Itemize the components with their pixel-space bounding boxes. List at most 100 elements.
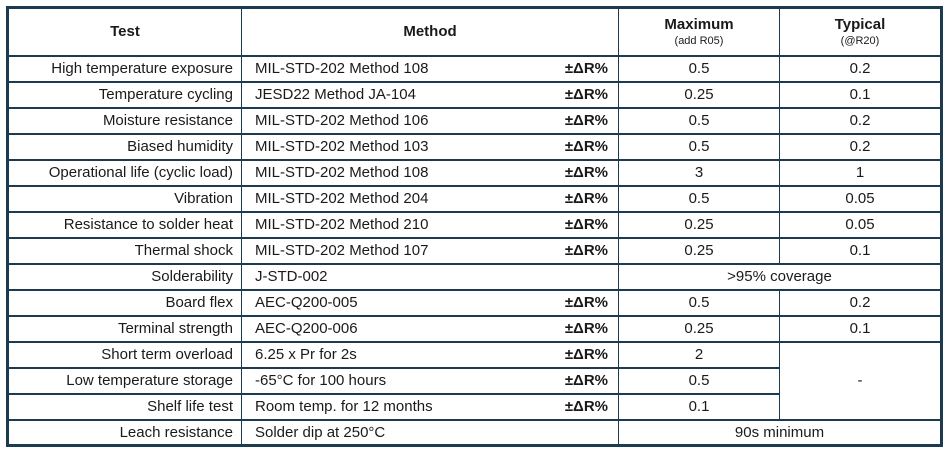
method-cell: -65°C for 100 hours ±ΔR% (241, 366, 619, 395)
col-header-typical: Typical (@R20) (779, 6, 942, 57)
qualification-test-table: Test Method Maximum (add R05) Typical (@… (6, 6, 943, 447)
method-cell: Solder dip at 250°C (241, 418, 619, 447)
method-cell: MIL-STD-202 Method 204 ±ΔR% (241, 184, 619, 213)
maximum-cell: 0.25 (618, 236, 780, 265)
merged-value-cell: 90s minimum (618, 418, 942, 447)
table-row: Moisture resistance MIL-STD-202 Method 10… (7, 106, 942, 135)
table-row: Short term overload 6.25 x Pr for 2s ±ΔR% 2… (7, 340, 942, 421)
test-cell: Thermal shock (7, 236, 242, 265)
maximum-sublabel: (add R05) (674, 34, 724, 47)
method-label: MIL-STD-202 Method 210 (255, 215, 429, 233)
header-row: Test Method Maximum (add R05) Typical (@… (7, 6, 942, 57)
maximum-cell: 0.25 (618, 210, 780, 239)
method-label: MIL-STD-202 Method 107 (255, 241, 429, 259)
method-cell: MIL-STD-202 Method 210 ±ΔR% (241, 210, 619, 239)
typical-cell-merged: - (779, 340, 942, 421)
typical-sublabel: (@R20) (840, 34, 880, 47)
method-cell: MIL-STD-202 Method 108 ±ΔR% (241, 54, 619, 83)
maximum-cell: 0.5 (618, 106, 780, 135)
delta-r-label: ±ΔR% (564, 189, 608, 207)
method-label: JESD22 Method JA-104 (255, 85, 416, 103)
typical-cell: 1 (779, 158, 942, 187)
test-cell: Low temperature storage (7, 366, 242, 395)
maximum-cell: 2 (618, 340, 780, 369)
typical-cell: 0.2 (779, 132, 942, 161)
maximum-cell: 0.5 (618, 288, 780, 317)
maximum-cell: 0.5 (618, 132, 780, 161)
test-cell: Operational life (cyclic load) (7, 158, 242, 187)
delta-r-label: ±ΔR% (564, 345, 608, 363)
table-row: High temperature exposure MIL-STD-202 Met… (7, 54, 942, 83)
test-cell: Resistance to solder heat (7, 210, 242, 239)
method-cell: MIL-STD-202 Method 106 ±ΔR% (241, 106, 619, 135)
method-label: Room temp. for 12 months (255, 397, 433, 415)
method-cell: AEC-Q200-005 ±ΔR% (241, 288, 619, 317)
method-cell: Room temp. for 12 months ±ΔR% (241, 392, 619, 421)
maximum-cell: 0.25 (618, 80, 780, 109)
table-row: Leach resistance Solder dip at 250°C 90s m… (7, 418, 942, 447)
delta-r-label: ±ΔR% (564, 241, 608, 259)
table-row: Thermal shock MIL-STD-202 Method 107 ±ΔR% 0… (7, 236, 942, 265)
method-cell: J-STD-002 (241, 262, 619, 291)
table-row: Vibration MIL-STD-202 Method 204 ±ΔR% 0.5 0.… (7, 184, 942, 213)
maximum-label: Maximum (664, 16, 734, 34)
merged-value-cell: >95% coverage (618, 262, 942, 291)
method-label: MIL-STD-202 Method 204 (255, 189, 429, 207)
delta-r-label: ±ΔR% (564, 85, 608, 103)
table-row: Temperature cycling JESD22 Method JA-104 ±… (7, 80, 942, 109)
test-cell: Short term overload (7, 340, 242, 369)
test-cell: High temperature exposure (7, 54, 242, 83)
test-cell: Temperature cycling (7, 80, 242, 109)
method-cell: MIL-STD-202 Method 108 ±ΔR% (241, 158, 619, 187)
typical-cell: 0.1 (779, 236, 942, 265)
typical-cell: 0.1 (779, 314, 942, 343)
maximum-cell: 0.1 (618, 392, 780, 421)
table-row: Solderability J-STD-002 >95% coverage (7, 262, 942, 291)
table-row: Board flex AEC-Q200-005 ±ΔR% 0.5 0.2 (7, 288, 942, 317)
test-cell: Biased humidity (7, 132, 242, 161)
method-label: AEC-Q200-006 (255, 319, 358, 337)
method-label: MIL-STD-202 Method 108 (255, 59, 429, 77)
delta-r-label: ±ΔR% (564, 397, 608, 415)
method-label: -65°C for 100 hours (255, 371, 387, 389)
table-row: Resistance to solder heat MIL-STD-202 Met… (7, 210, 942, 239)
method-cell: JESD22 Method JA-104 ±ΔR% (241, 80, 619, 109)
test-cell: Moisture resistance (7, 106, 242, 135)
typical-label: Typical (834, 16, 886, 34)
typical-cell: 0.1 (779, 80, 942, 109)
test-cell: Terminal strength (7, 314, 242, 343)
table-row: Biased humidity MIL-STD-202 Method 103 ±ΔR… (7, 132, 942, 161)
test-cell: Shelf life test (7, 392, 242, 421)
maximum-cell: 3 (618, 158, 780, 187)
method-label: MIL-STD-202 Method 106 (255, 111, 429, 129)
delta-r-label: ±ΔR% (564, 371, 608, 389)
method-label: MIL-STD-202 Method 103 (255, 137, 429, 155)
test-cell: Solderability (7, 262, 242, 291)
method-label: MIL-STD-202 Method 108 (255, 163, 429, 181)
col-header-maximum: Maximum (add R05) (618, 6, 780, 57)
typical-cell: 0.05 (779, 210, 942, 239)
delta-r-label: ±ΔR% (564, 319, 608, 337)
typical-cell: 0.2 (779, 106, 942, 135)
maximum-cell: 0.25 (618, 314, 780, 343)
test-cell: Board flex (7, 288, 242, 317)
method-cell: MIL-STD-202 Method 103 ±ΔR% (241, 132, 619, 161)
method-cell: AEC-Q200-006 ±ΔR% (241, 314, 619, 343)
table-row: Operational life (cyclic load) MIL-STD-20… (7, 158, 942, 187)
delta-r-label: ±ΔR% (564, 59, 608, 77)
method-label: J-STD-002 (255, 267, 328, 285)
method-label: AEC-Q200-005 (255, 293, 358, 311)
typical-cell: 0.2 (779, 54, 942, 83)
table-row: Terminal strength AEC-Q200-006 ±ΔR% 0.25 0.1 (7, 314, 942, 343)
delta-r-label: ±ΔR% (564, 215, 608, 233)
maximum-cell: 0.5 (618, 54, 780, 83)
maximum-cell: 0.5 (618, 366, 780, 395)
test-cell: Leach resistance (7, 418, 242, 447)
test-cell: Vibration (7, 184, 242, 213)
maximum-cell: 0.5 (618, 184, 780, 213)
method-label: Solder dip at 250°C (255, 423, 386, 441)
method-label: 6.25 x Pr for 2s (255, 345, 357, 363)
col-header-test: Test (7, 6, 242, 57)
typical-cell: 0.2 (779, 288, 942, 317)
